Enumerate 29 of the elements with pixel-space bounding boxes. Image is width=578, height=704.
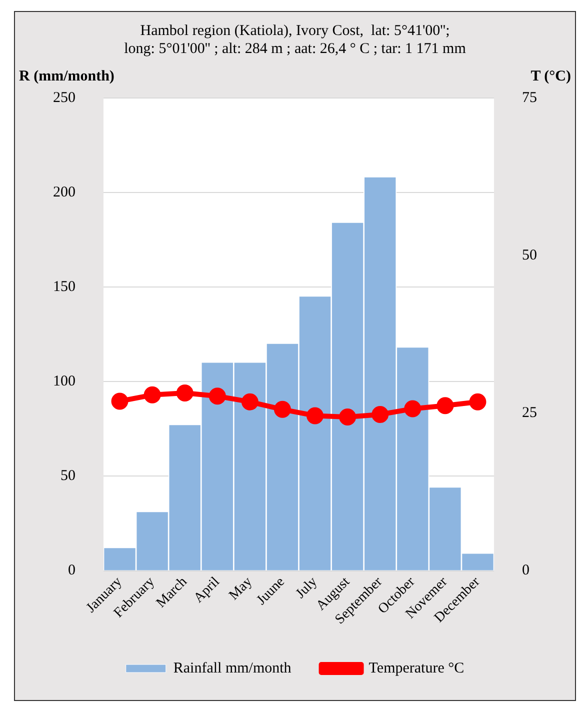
point [306, 407, 324, 424]
point [176, 384, 194, 402]
point [469, 393, 486, 410]
point [274, 400, 291, 418]
point [144, 386, 161, 404]
y-axis-title: R (mm/month) [19, 68, 114, 84]
chart-title: Hambol region (Katiola), Ivory Cost, lat: 5°41'00''; long: 5°01'00'' ; alt: 284 m ; aat: 26,4 ° C ; tar: 1 171 mm [124, 22, 466, 57]
point [111, 392, 128, 410]
point [404, 400, 422, 418]
legend-label: Temperature °C [368, 660, 464, 676]
point [372, 406, 389, 423]
y-tick-label: 100 [53, 374, 76, 390]
y-tick-label: 150 [53, 279, 76, 296]
y2-tick-label: 0 [522, 562, 530, 579]
point [241, 393, 258, 410]
y-tick-label: 0 [68, 562, 76, 579]
x-tick-label: July [293, 574, 320, 602]
x-tick-label: May [226, 574, 256, 604]
point [208, 388, 226, 405]
point [339, 408, 356, 426]
y-tick-label: 200 [53, 184, 76, 200]
y-tick-label: 250 [53, 90, 76, 106]
y2-axis-title: T (°C) [530, 68, 571, 84]
point [436, 397, 454, 414]
y2-tick-label: 75 [522, 90, 537, 106]
legend-label: Rainfall mm/month [173, 660, 292, 676]
y-tick-label: 50 [60, 468, 76, 484]
y2-tick-label: 50 [522, 248, 537, 264]
y2-tick-label: 25 [522, 405, 537, 422]
